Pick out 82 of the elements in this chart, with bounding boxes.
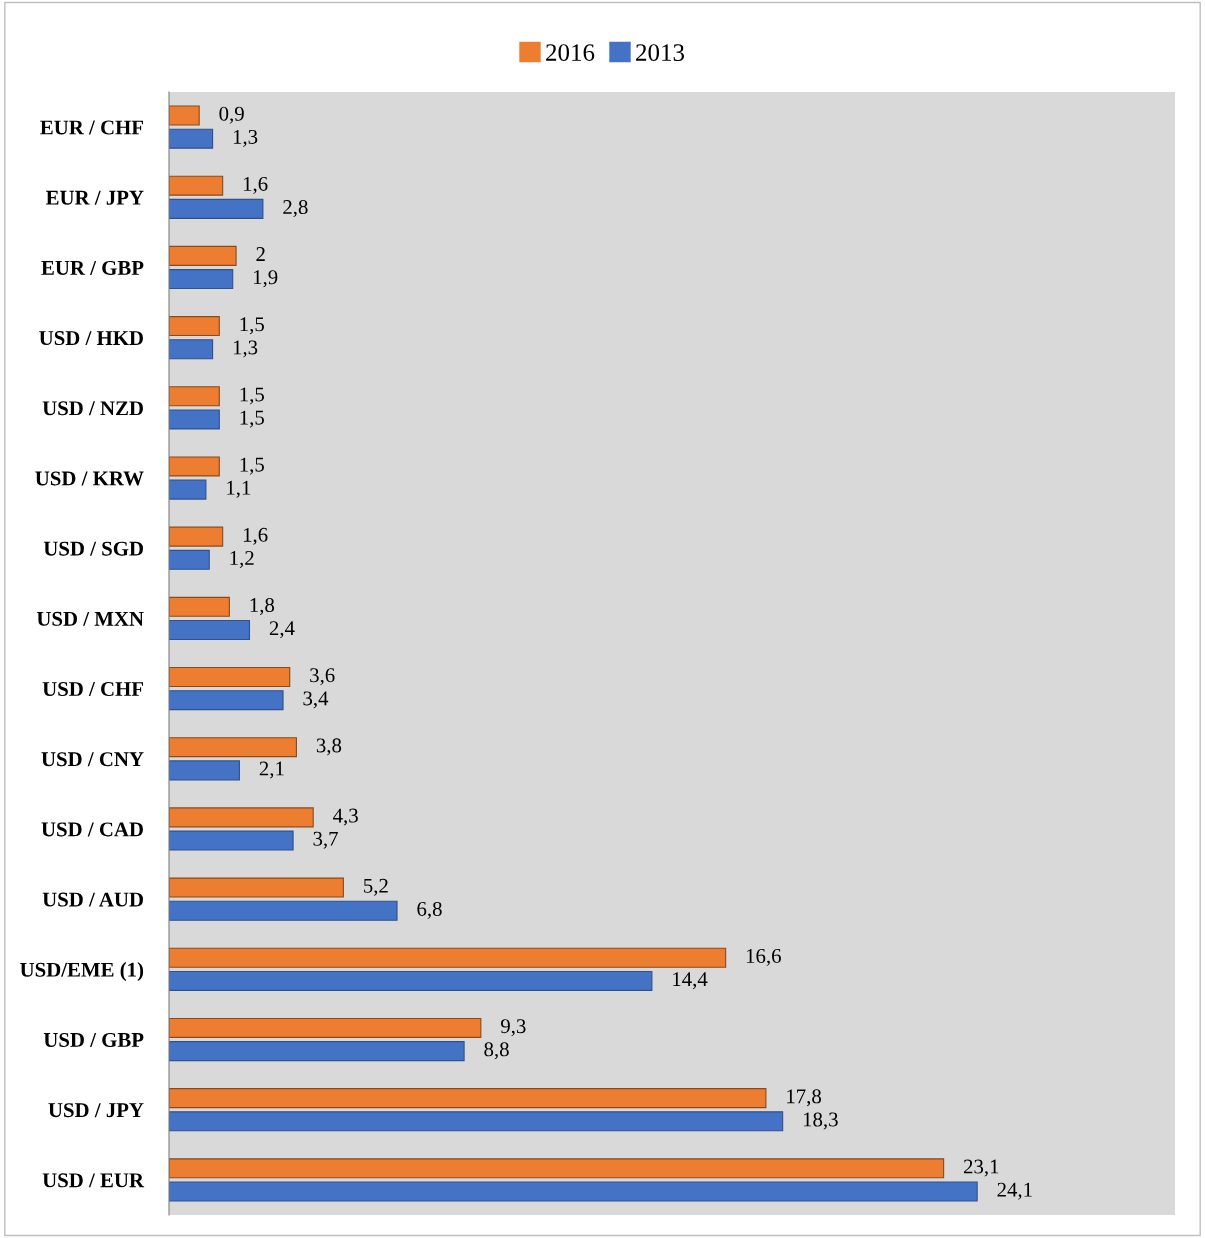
- y-tick-label: USD / SGD: [43, 541, 143, 556]
- y-tick-label: USD / JPY: [48, 1103, 144, 1118]
- data-label: 2,1: [259, 761, 284, 779]
- y-tick-label: EUR / GBP: [41, 260, 144, 275]
- bar: [169, 1017, 482, 1038]
- data-label: 24,1: [997, 1182, 1032, 1200]
- bar: [169, 198, 264, 219]
- y-tick-label: USD / AUD: [42, 892, 143, 907]
- bar: [169, 1111, 784, 1132]
- data-label: 1,2: [230, 551, 254, 569]
- y-tick-label: EUR / JPY: [45, 190, 144, 205]
- data-label: 3,7: [313, 831, 338, 849]
- bar: [169, 1158, 945, 1179]
- bar: [169, 666, 291, 688]
- bar: [169, 245, 237, 266]
- bar: [169, 549, 210, 570]
- y-tick-label: EUR / CHF: [40, 120, 143, 135]
- data-label: 1,1: [227, 480, 251, 498]
- legend-label: 2016: [546, 44, 595, 61]
- bar: [169, 105, 200, 126]
- data-label: 5,2: [364, 878, 388, 896]
- bar: [169, 807, 314, 828]
- bar: [169, 760, 240, 781]
- y-tick-label: USD / NZD: [42, 401, 143, 416]
- data-label: 2,4: [269, 621, 295, 639]
- bar: [169, 1088, 767, 1109]
- data-label: 1,5: [240, 387, 264, 405]
- data-label: 9,3: [500, 1019, 526, 1037]
- y-tick-label: USD / HKD: [39, 331, 143, 346]
- data-label: 3,4: [303, 691, 329, 709]
- data-label: 1,5: [240, 457, 264, 475]
- y-tick-label: USD/EME (1): [20, 962, 144, 982]
- bar: [169, 1181, 978, 1202]
- data-label: 17,8: [787, 1089, 821, 1107]
- bar: [169, 900, 398, 921]
- data-label: 2,8: [283, 200, 308, 218]
- bar: [169, 877, 344, 898]
- y-tick-label: USD / MXN: [36, 611, 144, 626]
- bar: [169, 596, 230, 617]
- y-tick-label: USD / GBP: [43, 1032, 144, 1047]
- data-label: 1,9: [253, 270, 278, 288]
- y-tick-label: USD / KRW: [35, 471, 144, 486]
- bar: [169, 269, 234, 290]
- data-label: 3,8: [316, 738, 342, 756]
- data-label: 18,3: [803, 1112, 838, 1130]
- y-tick-label: USD / CNY: [41, 752, 144, 767]
- data-label: 23,1: [963, 1159, 999, 1177]
- data-label: 2: [256, 247, 265, 261]
- data-label: 16,6: [746, 948, 781, 966]
- data-label: 1,6: [243, 176, 268, 194]
- bar: [169, 690, 284, 711]
- bar: [169, 409, 220, 430]
- data-label: 1,6: [243, 527, 268, 545]
- bar: [169, 386, 220, 407]
- data-label: 1,8: [250, 597, 275, 616]
- legend-label: 2013: [636, 44, 685, 61]
- bar: [169, 970, 653, 991]
- bar: [169, 128, 214, 149]
- data-label: 4,3: [333, 808, 358, 826]
- bar: [169, 175, 224, 196]
- bar: [169, 619, 251, 641]
- data-label: 1,3: [233, 340, 258, 358]
- data-label: 3,6: [310, 668, 335, 686]
- bar: [169, 339, 214, 360]
- y-tick-label: USD / EUR: [42, 1173, 145, 1188]
- bar: [169, 479, 207, 500]
- bar: [169, 947, 727, 968]
- bar: [169, 1041, 465, 1062]
- y-tick-label: USD / CHF: [42, 682, 143, 697]
- bar: [169, 830, 294, 851]
- data-label: 14,4: [673, 972, 708, 990]
- data-label: 6,8: [417, 901, 442, 919]
- data-label: 0,9: [219, 106, 244, 124]
- y-tick-label: USD / CAD: [41, 822, 143, 837]
- bar: [169, 737, 297, 758]
- data-label: 8,8: [484, 1042, 509, 1060]
- bar: [169, 316, 220, 337]
- data-label: 1,3: [233, 129, 258, 147]
- data-label: 1,5: [240, 317, 264, 335]
- bar: [169, 526, 224, 547]
- data-label: 1,5: [240, 410, 264, 428]
- bar: [169, 456, 220, 477]
